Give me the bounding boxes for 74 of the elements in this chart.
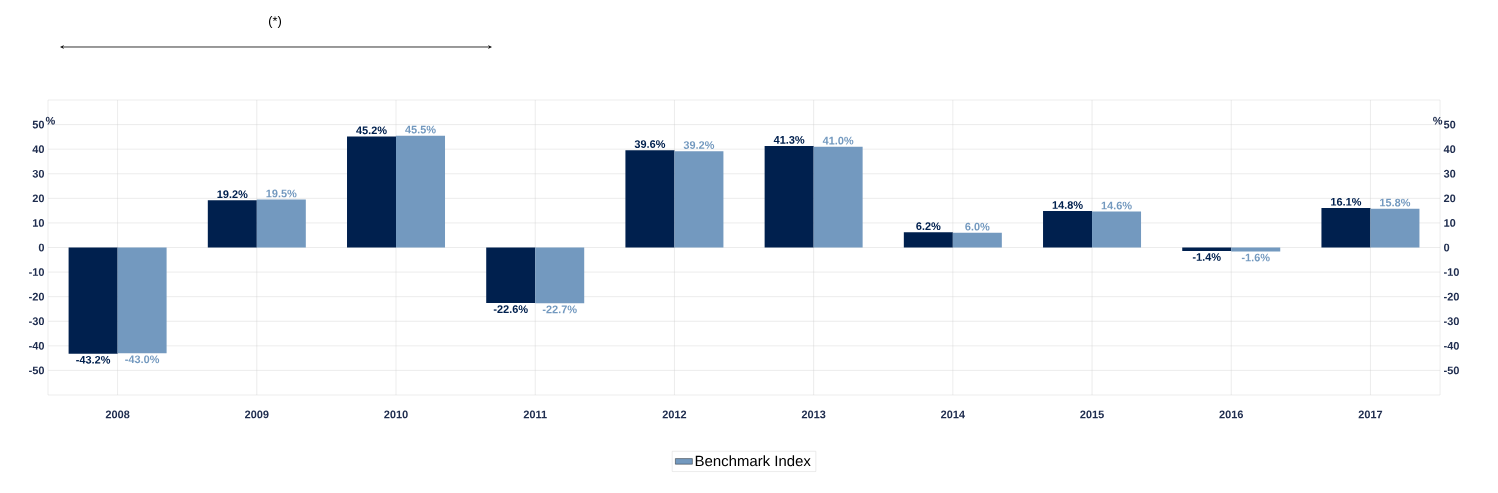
x-tick-label: 2016 [1219,410,1244,419]
y-tick-label: 0 [38,243,45,252]
text: (*) [268,15,282,29]
y2-tick-label: -10 [1443,268,1459,276]
y-tick-label: 50 [32,120,45,129]
bar [256,199,306,248]
y-tick-label: 40 [32,145,45,154]
bar [903,232,953,248]
data-label: 45.2% [356,126,387,135]
data-label: 19.2% [217,190,248,199]
y-axis-title: % [45,116,55,125]
y-tick-label: -30 [29,317,45,326]
x-tick-label: 2015 [1080,410,1104,419]
y2-tick-label: 50 [1443,120,1456,129]
y-tick-label: -20 [29,292,45,301]
data-label: 19.5% [266,189,297,198]
x-tick-label: 2011 [523,410,547,419]
data-label: 41.0% [822,136,854,145]
data-label: -1.6% [1241,253,1270,262]
bar [68,247,118,354]
y2-axis-title: % [1433,116,1443,125]
data-label: 14.8% [1052,201,1083,209]
y-tick-label: -50 [29,366,45,375]
data-label: 15.8% [1380,198,1411,207]
bar [1321,207,1371,248]
y2-tick-label: 0 [1444,243,1450,252]
bar [535,247,585,304]
x-tick-label: 2014 [941,410,965,419]
y2-tick-label: -30 [1443,317,1459,326]
bar [1370,208,1420,248]
data-label: 39.2% [683,141,715,149]
data-label: -43.0% [125,355,160,364]
x-tick-label: 2009 [244,410,269,419]
y2-tick-label: -20 [1443,292,1459,301]
y2-tick-label: 40 [1443,145,1456,154]
y-tick-label: 30 [32,169,45,178]
x-tick-label: 2017 [1358,410,1383,419]
data-label: 6.2% [916,222,941,231]
y2-tick-label: -40 [1443,341,1459,350]
x-tick-label: 2010 [384,410,408,419]
y2-tick-label: 20 [1443,194,1456,203]
x-tick-label: 2008 [105,410,130,419]
data-label: 45.5% [405,125,436,134]
y2-tick-label: -50 [1443,366,1459,375]
data-label: 39.6% [634,140,666,148]
data-label: 16.1% [1331,197,1362,206]
data-label: 14.6% [1101,201,1132,210]
data-label: -22.6% [493,305,528,314]
bar [625,150,675,248]
bar [396,135,446,248]
bar [117,247,167,354]
bar [674,151,724,248]
bar [764,145,814,248]
y-tick-label: 10 [32,219,45,227]
data-label: 6.0% [965,222,990,231]
x-tick-label: 2012 [662,410,687,419]
legend-label: Benchmark Index [695,455,811,467]
bar [1043,211,1093,248]
y-tick-label: -40 [29,341,45,350]
data-label: -1.4% [1192,253,1221,261]
y2-tick-label: 10 [1444,219,1456,227]
y-tick-label: -10 [29,268,45,276]
y2-tick-label: 30 [1443,169,1456,178]
bar [486,247,536,304]
bar [813,146,863,248]
data-label: -43.2% [76,355,111,364]
bar [1092,211,1142,248]
bar [207,200,257,248]
data-label: -22.7% [542,305,577,314]
bar [952,232,1002,248]
y-tick-label: 20 [32,194,45,203]
x-tick-label: 2013 [801,410,826,419]
bar [347,136,397,248]
data-label: 41.3% [773,136,805,144]
